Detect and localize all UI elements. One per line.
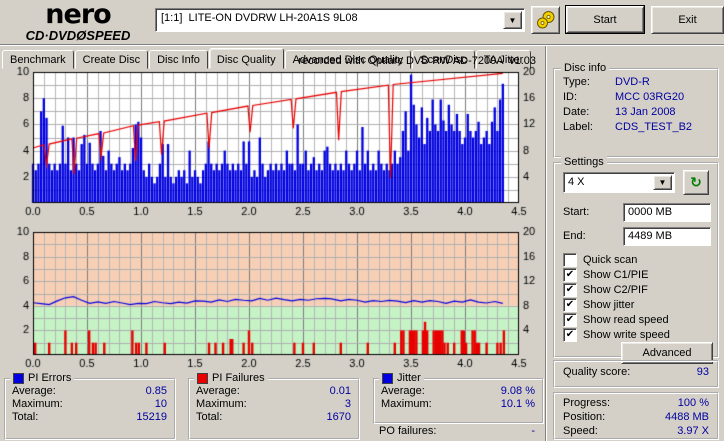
end-position-field[interactable]: 4489 MB [623,227,711,246]
checkbox-label: Show C2/PIF [583,283,648,296]
pi-failures-legend-label: PI Failures [212,372,265,384]
eject-disc-button[interactable] [531,6,560,34]
start-position-field[interactable]: 0000 MB [623,203,711,222]
exit-button[interactable]: Exit [651,6,724,34]
pi-failures-stats-panel: PI Failures Average: 0.01 Maximum: 3 Total… [188,372,360,440]
stat-row: Average: 9.08 % [381,385,535,397]
disc-info-row: ID: MCC 03RG20 [563,91,685,103]
disc-info-row: Date: 13 Jan 2008 [563,106,676,118]
disc-info-title: Disc info [561,62,610,74]
refresh-icon: ↻ [690,174,702,190]
stat-row: Total: 15219 [12,411,167,423]
stat-row: Maximum: 10.1 % [381,398,535,410]
pi-errors-stats-panel: PI Errors Average: 0.85 Maximum: 10 Total:… [4,372,176,440]
speed-select[interactable]: 4 X ▼ [563,172,675,193]
progress-row: Progress: 100 % [563,397,709,409]
jitter-legend-label: Jitter [397,372,421,384]
logo-nero-text: nero [45,0,111,30]
end-position-label: End: [563,230,586,242]
checkbox-box[interactable] [563,252,577,267]
tab-disc-quality[interactable]: Disc Quality [208,48,284,69]
disc-info-panel: Disc info Type: DVD-R ID: MCC 03RG20 Date:… [553,62,719,158]
tab-disc-info[interactable]: Disc Info [149,50,208,69]
checkbox-box[interactable]: ✔ [563,327,577,342]
quick-scan-checkbox[interactable]: Quick scan [563,252,638,267]
speed-select-arrow-icon[interactable]: ▼ [653,175,672,190]
checkbox-label: Show C1/PIE [583,268,649,281]
speed-select-value: 4 X [568,176,585,188]
speed-row: Speed: 3.97 X [563,425,709,437]
tab-create-disc[interactable]: Create Disc [74,50,149,69]
toolbar-separator [0,44,724,46]
po-failures-row: PO failures: - [379,425,535,437]
advanced-button[interactable]: Advanced [621,342,713,364]
quality-score-row: Quality score: 93 [555,362,717,378]
discs-icon [536,11,554,29]
checkbox-box[interactable]: ✔ [563,297,577,312]
jitter-legend-swatch [382,372,393,384]
chart-title: recorded with Optiarc DVD RW AD-7200A v1… [298,55,536,67]
pi-errors-legend-swatch [13,372,24,384]
checkbox-label: Show write speed [583,328,670,341]
stat-row: Average: 0.01 [196,385,351,397]
jitter-stats-panel: Jitter Average: 9.08 % Maximum: 10.1 % [373,372,544,424]
quality-score-panel: Quality score: 93 [553,360,719,388]
start-position-label: Start: [563,206,590,218]
show-jitter-checkbox[interactable]: ✔ Show jitter [563,297,635,312]
show-write-speed-checkbox[interactable]: ✔ Show write speed [563,327,670,342]
start-button-default-ring: Start [565,5,645,34]
stat-row: Average: 0.85 [12,385,167,397]
drive-select-value: [1:1] LITE-ON DVDRW LH-20A1S 9L08 [161,12,358,24]
checkbox-label: Quick scan [583,253,638,266]
stat-row: Maximum: 10 [12,398,167,410]
drive-select-arrow-icon[interactable]: ▼ [503,11,522,29]
disc-icon: Ø [76,28,87,43]
position-row: Position: 4488 MB [563,411,709,423]
refresh-button[interactable]: ↻ [683,170,709,195]
pi-failures-legend-swatch [197,372,208,384]
disc-info-row: Label: CDS_TEST_B2 [563,121,693,133]
quality-score-value: 93 [696,366,709,378]
tab-bar: Benchmark Create Disc Disc Info Disc Qua… [2,48,532,69]
show-c1-pie-checkbox[interactable]: ✔ Show C1/PIE [563,267,649,282]
show-read-speed-checkbox[interactable]: ✔ Show read speed [563,312,669,327]
pi-errors-chart-canvas [1,66,545,218]
pi-failures-jitter-chart-canvas [1,226,545,370]
show-c2-pif-checkbox[interactable]: ✔ Show C2/PIF [563,282,648,297]
progress-panel: Progress: 100 % Position: 4488 MB Speed: 3.… [553,392,719,440]
checkbox-box[interactable]: ✔ [563,312,577,327]
checkbox-box[interactable]: ✔ [563,282,577,297]
quality-score-label: Quality score: [563,366,631,378]
settings-panel: Settings 4 X ▼ ↻ Start: 0000 MB End: 448… [553,156,719,364]
start-button[interactable]: Start [566,6,644,33]
logo-cdspeed-text: CD·DVDØSPEED [25,28,131,43]
panel-separator [545,46,547,441]
disc-info-row: Type: DVD-R [563,76,650,88]
nero-cdspeed-logo: nero CD·DVDØSPEED [4,1,152,42]
start-position-value: 0000 MB [628,206,673,218]
checkbox-label: Show jitter [583,298,635,311]
settings-title: Settings [561,156,607,168]
end-position-value: 4489 MB [628,230,673,242]
stat-row: Total: 1670 [196,411,351,423]
pi-errors-legend-label: PI Errors [28,372,72,384]
stat-row: Maximum: 3 [196,398,351,410]
checkbox-label: Show read speed [583,313,669,326]
checkbox-box[interactable]: ✔ [563,267,577,282]
drive-select[interactable]: [1:1] LITE-ON DVDRW LH-20A1S 9L08 ▼ [155,8,525,32]
tab-advanced-disc-quality[interactable]: Advanced Disc Quality [284,50,412,69]
tab-scandisc[interactable]: ScanDisc [412,50,475,69]
